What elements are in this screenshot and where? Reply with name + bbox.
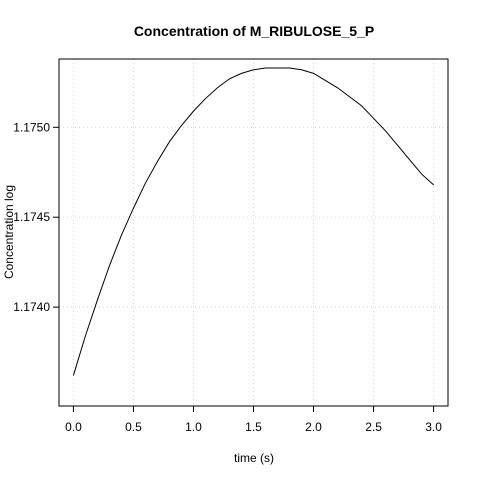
x-tick-label: 1.5 [245, 420, 262, 434]
y-axis: 1.1740 1.1745 1.1750 [13, 120, 59, 314]
x-tick-label: 3.0 [425, 420, 442, 434]
x-axis-label: time (s) [234, 451, 274, 465]
x-tick-label: 1.0 [185, 420, 202, 434]
y-axis-label: Concentration log [2, 185, 16, 279]
concentration-line [72, 67, 434, 376]
chart-title: Concentration of M_RIBULOSE_5_P [134, 23, 374, 39]
x-tick-label: 0.0 [65, 420, 82, 434]
x-axis: 0.0 0.5 1.0 1.5 2.0 2.5 3.0 [65, 406, 442, 434]
x-tick-label: 0.5 [125, 420, 142, 434]
grid-lines [59, 59, 448, 406]
x-tick-label: 2.0 [305, 420, 322, 434]
y-tick-label: 1.1740 [13, 300, 50, 314]
x-tick-label: 2.5 [365, 420, 382, 434]
y-tick-label: 1.1750 [13, 120, 50, 134]
y-tick-label: 1.1745 [13, 210, 50, 224]
